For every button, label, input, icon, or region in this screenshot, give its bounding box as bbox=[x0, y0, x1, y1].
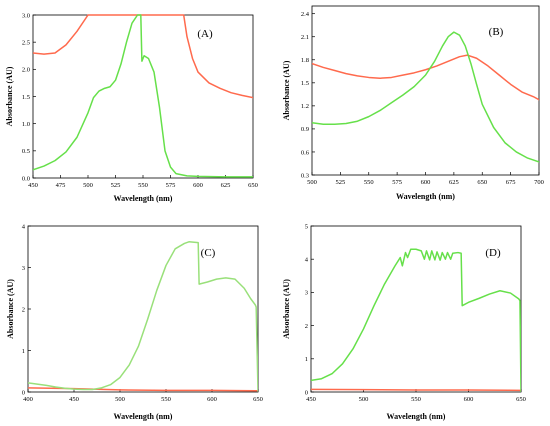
y-tick-label: 0.9 bbox=[301, 126, 309, 133]
x-tick-label: 575 bbox=[392, 179, 402, 186]
series-line-2 bbox=[28, 241, 258, 392]
y-tick-label: 2 bbox=[22, 306, 25, 313]
y-axis-label: Absorbance (AU) bbox=[282, 279, 291, 339]
x-tick-label: 450 bbox=[69, 396, 79, 403]
x-axis-label: Wavelength (nm) bbox=[114, 412, 173, 421]
chart-panel-1: 450 475 500 525 550 575 600 625 650 0.0 0.5 1.0 1.5 2… bbox=[5, 12, 258, 203]
x-tick-label: 550 bbox=[364, 179, 374, 186]
panel-letter: (D) bbox=[485, 247, 501, 259]
y-tick-label: 1 bbox=[22, 348, 25, 355]
y-tick-label: 1 bbox=[305, 356, 308, 363]
y-tick-label: 0.3 bbox=[301, 172, 309, 179]
x-tick-label: 450 bbox=[306, 396, 316, 403]
x-tick-label: 500 bbox=[83, 182, 93, 189]
y-tick-label: 2.0 bbox=[22, 67, 30, 74]
plot-frame bbox=[311, 5, 540, 176]
y-tick-label: 0.0 bbox=[22, 175, 30, 182]
panel-letter: (B) bbox=[489, 26, 504, 38]
x-tick-label: 600 bbox=[421, 179, 431, 186]
series-line-1 bbox=[33, 14, 253, 99]
y-tick-label: 1.5 bbox=[301, 80, 309, 87]
y-tick-label: 3.0 bbox=[22, 12, 30, 19]
x-tick-label: 625 bbox=[221, 182, 231, 189]
x-tick-label: 700 bbox=[534, 179, 544, 186]
x-tick-label: 600 bbox=[464, 396, 474, 403]
x-tick-label: 650 bbox=[516, 396, 526, 403]
x-tick-label: 475 bbox=[56, 182, 66, 189]
y-tick-label: 4 bbox=[305, 257, 309, 264]
plot-frame bbox=[32, 14, 254, 179]
x-tick-label: 600 bbox=[193, 182, 203, 189]
series-line-2 bbox=[33, 14, 253, 178]
x-tick-label: 600 bbox=[207, 396, 217, 403]
y-tick-label: 0 bbox=[305, 389, 308, 396]
series-line-2 bbox=[312, 31, 539, 163]
chart-panel-3: 400 450 500 550 600 650 0 1 2 3 4 Wavelength (nm) Ab… bbox=[6, 223, 263, 421]
x-tick-label: 400 bbox=[23, 396, 33, 403]
y-tick-label: 4 bbox=[22, 223, 26, 230]
chart-panel-2: 500 525 550 575 600 625 650 675 700 0.3 0.6 0.9 1.2 1… bbox=[282, 5, 544, 201]
x-axis-label: Wavelength (nm) bbox=[396, 192, 455, 201]
plot-frame bbox=[27, 225, 259, 393]
y-tick-label: 0 bbox=[22, 389, 25, 396]
y-tick-label: 1.8 bbox=[301, 57, 309, 64]
y-tick-label: 5 bbox=[305, 223, 308, 230]
x-tick-label: 500 bbox=[359, 396, 369, 403]
y-tick-label: 3 bbox=[22, 265, 25, 272]
x-tick-label: 450 bbox=[28, 182, 38, 189]
x-tick-label: 650 bbox=[253, 396, 263, 403]
x-tick-label: 525 bbox=[336, 179, 346, 186]
x-tick-label: 625 bbox=[449, 179, 459, 186]
y-tick-label: 1.0 bbox=[22, 121, 30, 128]
x-tick-label: 650 bbox=[477, 179, 487, 186]
x-axis-label: Wavelength (nm) bbox=[387, 412, 446, 421]
series-line-1 bbox=[311, 388, 521, 392]
panel-letter: (A) bbox=[197, 28, 213, 40]
y-tick-label: 0.6 bbox=[301, 149, 310, 156]
y-tick-label: 1.2 bbox=[301, 103, 309, 110]
x-tick-label: 500 bbox=[307, 179, 317, 186]
y-tick-label: 2.4 bbox=[301, 11, 310, 18]
x-tick-label: 650 bbox=[248, 182, 258, 189]
y-axis-label: Absorbance (AU) bbox=[282, 60, 291, 120]
y-tick-label: 2.5 bbox=[22, 39, 30, 46]
y-axis-label: Absorbance (AU) bbox=[5, 66, 14, 126]
x-tick-label: 525 bbox=[111, 182, 121, 189]
panel-letter: (C) bbox=[201, 247, 216, 259]
y-tick-label: 2.1 bbox=[301, 34, 309, 41]
series-line-1 bbox=[312, 54, 539, 101]
x-tick-label: 500 bbox=[115, 396, 125, 403]
series-line-2 bbox=[311, 248, 521, 393]
x-tick-label: 675 bbox=[506, 179, 516, 186]
y-tick-label: 1.5 bbox=[22, 94, 30, 101]
y-tick-label: 0.5 bbox=[22, 148, 30, 155]
y-tick-label: 2 bbox=[305, 323, 308, 330]
y-tick-label: 3 bbox=[305, 290, 308, 297]
x-tick-label: 575 bbox=[166, 182, 176, 189]
chart-panel-4: 450 500 550 600 650 0 1 2 3 4 5 Wavelength (nm) Abso… bbox=[282, 223, 526, 421]
x-tick-label: 550 bbox=[138, 182, 148, 189]
x-tick-label: 550 bbox=[411, 396, 421, 403]
y-axis-label: Absorbance (AU) bbox=[6, 279, 15, 339]
x-tick-label: 550 bbox=[161, 396, 171, 403]
x-axis-label: Wavelength (nm) bbox=[114, 194, 173, 203]
